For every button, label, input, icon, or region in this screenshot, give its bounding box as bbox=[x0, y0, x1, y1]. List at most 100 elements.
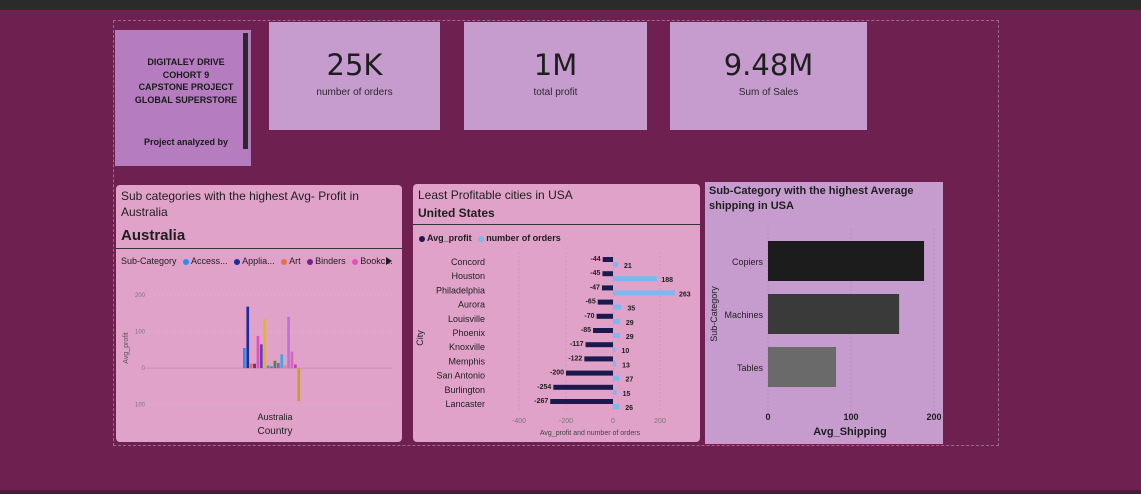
x-tick-label: 100 bbox=[843, 412, 858, 422]
title-line: DIGITALEY DRIVE bbox=[123, 56, 249, 69]
title-line: CAPSTONE PROJECT bbox=[123, 81, 249, 94]
y-tick-label: 100 bbox=[135, 330, 146, 336]
bar-supplies bbox=[294, 364, 297, 368]
data-label-number-of-orders: 263 bbox=[679, 291, 691, 298]
kpi-label: total profit bbox=[464, 87, 647, 98]
chart-subtitle: United States bbox=[418, 206, 495, 220]
bar-number-of-orders bbox=[613, 333, 620, 338]
data-label-avg-profit: -85 bbox=[581, 327, 591, 334]
chart-title: Least Profitable cities in USA bbox=[418, 187, 573, 203]
data-label-avg-profit: -254 bbox=[537, 384, 551, 391]
x-tick-label: 200 bbox=[654, 418, 666, 425]
category-label: Machines bbox=[724, 310, 763, 320]
city-label: Philadelphia bbox=[436, 285, 485, 295]
bar-avg-profit bbox=[593, 328, 613, 333]
bar-number-of-orders bbox=[613, 305, 621, 310]
x-tick-label: 0 bbox=[611, 418, 615, 425]
kpi-card-sales: 9.48M Sum of Sales bbox=[670, 22, 867, 130]
bar-chairs bbox=[260, 344, 263, 368]
city-label: Lancaster bbox=[445, 399, 485, 409]
chart-subtitle: Australia bbox=[121, 227, 185, 244]
data-label-avg-profit: -117 bbox=[570, 341, 584, 348]
x-tick-label: -400 bbox=[512, 418, 526, 425]
data-label-avg-profit: -200 bbox=[550, 370, 564, 377]
bar-fasteners bbox=[270, 366, 273, 368]
data-label-number-of-orders: 27 bbox=[625, 377, 633, 384]
data-label-number-of-orders: 29 bbox=[626, 334, 634, 341]
data-label-avg-profit: -122 bbox=[568, 355, 582, 362]
bar-number-of-orders bbox=[613, 361, 616, 366]
australia-bar-chart: 200 100 0 100 Avg_profit Australia Country bbox=[116, 262, 402, 442]
bar-envelopes bbox=[267, 366, 270, 369]
bottom-bar bbox=[0, 490, 1141, 494]
data-label-avg-profit: -70 bbox=[584, 313, 594, 320]
y-axis-label: Avg_profit bbox=[123, 332, 130, 363]
top-bar bbox=[0, 0, 1141, 10]
bar-number-of-orders bbox=[613, 276, 657, 281]
bar-bookcases bbox=[257, 336, 260, 368]
title-card-scrollbar[interactable] bbox=[243, 33, 248, 149]
x-axis-label: Avg_profit and number of orders bbox=[540, 430, 641, 437]
bar-avg-profit bbox=[550, 399, 613, 404]
bar-avg-profit bbox=[566, 371, 613, 376]
city-label: Phoenix bbox=[452, 328, 485, 338]
city-label: Aurora bbox=[458, 300, 485, 310]
kpi-card-orders: 25K number of orders bbox=[269, 22, 440, 130]
bar-furnishings bbox=[274, 361, 277, 368]
legend-dot bbox=[478, 236, 484, 242]
title-line: COHORT 9 bbox=[123, 69, 249, 82]
chart-panel-cities[interactable]: Least Profitable cities in USA United St… bbox=[413, 184, 700, 442]
x-tick-label: Australia bbox=[257, 412, 292, 422]
city-label: Louisville bbox=[448, 314, 485, 324]
x-axis-label: Avg_Shipping bbox=[813, 426, 887, 438]
bar-accessories bbox=[243, 348, 246, 368]
city-label: Burlington bbox=[444, 385, 485, 395]
bar-avg-profit bbox=[597, 314, 613, 319]
kpi-label: Sum of Sales bbox=[670, 87, 867, 98]
shipping-bar-chart: Copiers Machines Tables 0 100 200 Avg_Shipping… bbox=[705, 214, 943, 444]
bar-tables bbox=[768, 347, 836, 387]
kpi-card-profit: 1M total profit bbox=[464, 22, 647, 130]
bar-copiers bbox=[263, 319, 266, 368]
city-label: Houston bbox=[451, 271, 485, 281]
bar-avg-profit bbox=[602, 271, 613, 276]
bar-avg-profit bbox=[603, 257, 613, 262]
y-axis-label: City bbox=[415, 330, 425, 346]
bar-number-of-orders bbox=[613, 390, 617, 395]
divider bbox=[413, 224, 700, 225]
y-tick-label: 200 bbox=[135, 293, 146, 299]
data-label-number-of-orders: 188 bbox=[661, 277, 673, 284]
data-label-number-of-orders: 13 bbox=[622, 362, 630, 369]
y-axis-label: Sub-Category bbox=[709, 286, 719, 342]
bar-avg-profit bbox=[553, 385, 613, 390]
legend-dot bbox=[419, 236, 425, 242]
bar-number-of-orders bbox=[613, 290, 675, 295]
bar-number-of-orders bbox=[613, 319, 620, 324]
chart-panel-australia[interactable]: Sub categories with the highest Avg- Pro… bbox=[116, 185, 402, 442]
data-label-number-of-orders: 15 bbox=[623, 391, 631, 398]
chart-title: Sub categories with the highest Avg- Pro… bbox=[121, 188, 391, 220]
bar-avg-profit bbox=[586, 342, 613, 347]
data-label-number-of-orders: 26 bbox=[625, 405, 633, 412]
x-axis-label: Country bbox=[257, 426, 292, 437]
title-card: DIGITALEY DRIVE COHORT 9 CAPSTONE PROJEC… bbox=[115, 30, 251, 166]
data-label-avg-profit: -45 bbox=[590, 270, 600, 277]
bar-avg-profit bbox=[602, 285, 613, 290]
bar-number-of-orders bbox=[613, 262, 618, 267]
bar-number-of-orders bbox=[613, 347, 615, 352]
bar-avg-profit bbox=[598, 300, 613, 305]
kpi-label: number of orders bbox=[269, 87, 440, 98]
title-lines: DIGITALEY DRIVE COHORT 9 CAPSTONE PROJEC… bbox=[123, 56, 249, 106]
bar-binders bbox=[253, 364, 256, 368]
bar-machines bbox=[768, 294, 899, 334]
data-label-number-of-orders: 35 bbox=[627, 306, 635, 313]
bar-machines bbox=[280, 354, 283, 368]
bar-storage bbox=[291, 352, 294, 368]
kpi-value: 1M bbox=[464, 48, 647, 82]
data-label-number-of-orders: 21 bbox=[624, 263, 632, 270]
bar-labels bbox=[277, 363, 280, 368]
bar-art bbox=[250, 364, 253, 368]
data-label-avg-profit: -47 bbox=[590, 284, 600, 291]
chart-panel-shipping[interactable]: Sub-Category with the highest Average sh… bbox=[705, 182, 943, 444]
y-tick-label: 100 bbox=[135, 403, 146, 409]
